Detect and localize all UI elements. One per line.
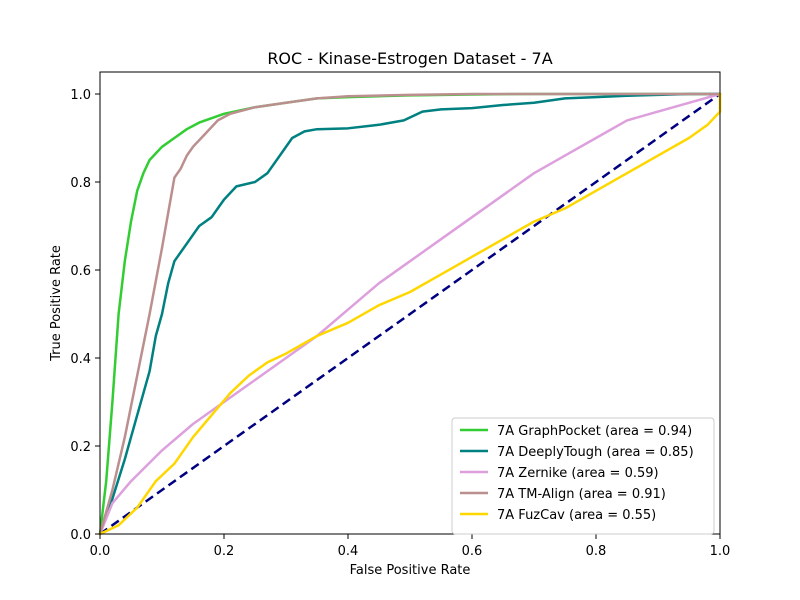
- roc-series-line-3: [98, 92, 722, 536]
- x-axis-label: False Positive Rate: [350, 563, 471, 578]
- y-tick-label: 0.0: [70, 528, 91, 543]
- legend-entry-label: 7A GraphPocket (area = 0.94): [497, 424, 692, 439]
- legend-entry-label: 7A FuzCav (area = 0.55): [497, 508, 656, 523]
- x-tick-label: 0.6: [462, 544, 483, 559]
- y-axis: 0.0 0.2 0.4 0.6 0.8 1.0: [70, 88, 100, 543]
- y-tick-label: 0.8: [70, 176, 91, 191]
- x-tick-label: 1.0: [710, 544, 731, 559]
- x-axis: 0.0 0.2 0.4 0.6 0.8 1.0: [90, 534, 731, 559]
- legend-entry-label: 7A Zernike (area = 0.59): [497, 466, 659, 481]
- legend-entry-label: 7A DeeplyTough (area = 0.85): [497, 445, 694, 460]
- y-tick-label: 0.4: [70, 352, 91, 367]
- y-tick-label: 0.6: [70, 264, 91, 279]
- y-tick-label: 0.2: [70, 440, 91, 455]
- y-tick-label: 1.0: [70, 88, 91, 103]
- legend: 7A GraphPocket (area = 0.94) 7A DeeplyTou…: [451, 417, 715, 535]
- x-tick-label: 0.8: [586, 544, 607, 559]
- x-tick-label: 0.2: [214, 544, 235, 559]
- legend-box: [451, 417, 715, 535]
- x-tick-label: 0.0: [90, 544, 111, 559]
- roc-series-line-4: [98, 92, 722, 536]
- legend-entry-label: 7A TM-Align (area = 0.91): [497, 487, 666, 502]
- roc-series-line-2: [98, 92, 722, 536]
- y-axis-label: True Positive Rate: [49, 245, 64, 362]
- chance-diagonal-line: [99, 92, 721, 536]
- x-tick-label: 0.4: [338, 544, 359, 559]
- roc-series-line-1: [98, 92, 722, 536]
- plot-area: [98, 92, 722, 536]
- chart-title: ROC - Kinase-Estrogen Dataset - 7A: [267, 49, 552, 68]
- plot-frame: [99, 71, 721, 535]
